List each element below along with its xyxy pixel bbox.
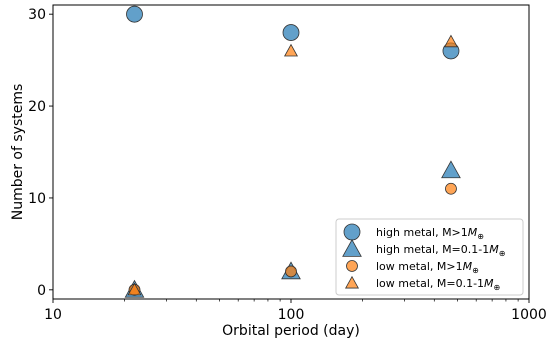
legend-entry-1: high metal, M>1M⊕ (376, 226, 484, 241)
x-tick-label: 1000 (511, 307, 547, 323)
legend-entry-3: low metal, M>1M⊕ (376, 260, 479, 275)
y-tick-label: 30 (28, 7, 46, 23)
data-point-series-4 (283, 43, 299, 57)
x-tick-label: 10 (44, 307, 62, 323)
y-tick-label: 20 (28, 99, 46, 115)
y-tick-label: 10 (28, 191, 46, 207)
legend-marker-4 (344, 275, 360, 289)
data-points (124, 5, 461, 298)
data-point-series-4 (127, 282, 142, 296)
data-point-series-3 (445, 182, 457, 195)
data-point-series-4 (443, 34, 458, 48)
y-axis-label: Number of systems (10, 84, 26, 221)
axes: 10 100 1000 0 10 20 30 (28, 7, 547, 323)
legend-box (335, 218, 524, 296)
legend-marker-2 (342, 238, 362, 257)
legend-marker-3 (346, 260, 358, 272)
x-tick-label: 100 (278, 307, 305, 323)
y-tick-label: 0 (37, 283, 46, 299)
legend: high metal, M>1M⊕ high metal, M=0.1-1M⊕ lo… (335, 218, 524, 296)
legend-entry-2: high metal, M=0.1-1M⊕ (376, 243, 505, 258)
legend-entry-4: low metal, M=0.1-1M⊕ (376, 277, 500, 292)
x-axis-label: Orbital period (day) (222, 323, 360, 339)
data-point-series-2 (441, 160, 461, 179)
data-point-series-1 (282, 24, 300, 41)
legend-marker-1 (343, 223, 361, 241)
data-point-series-3 (285, 265, 297, 278)
data-point-series-1 (126, 5, 143, 23)
